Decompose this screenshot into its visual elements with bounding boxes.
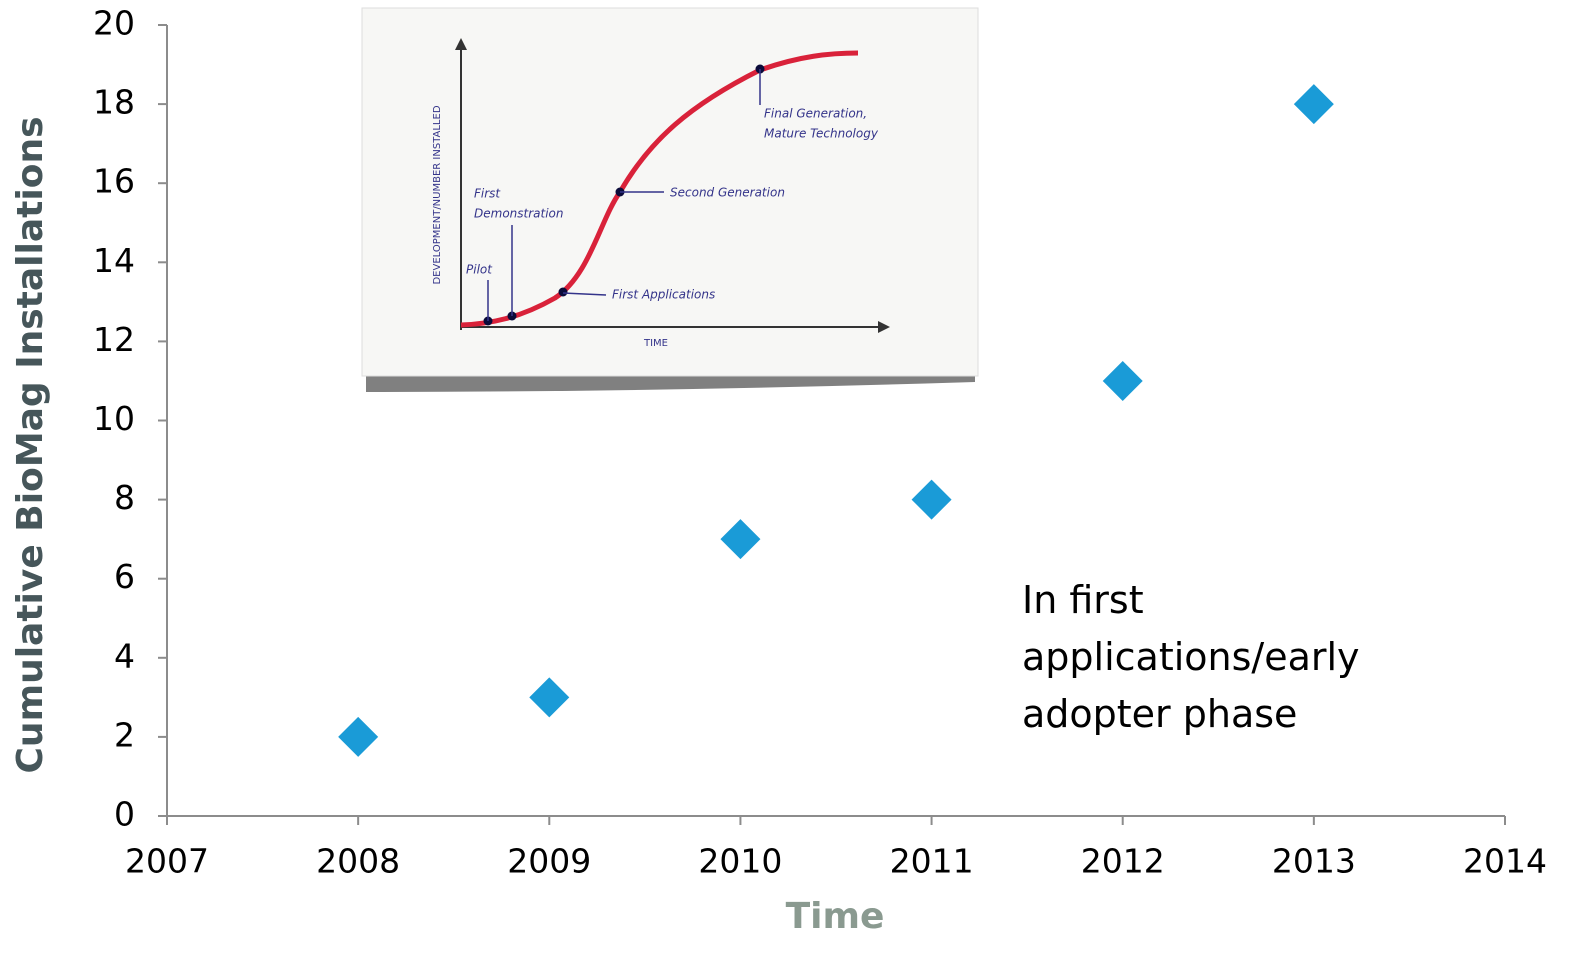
y-axis-title: Cumulative BioMag Installations bbox=[10, 117, 51, 774]
inset-y-label: DEVELOPMENT/NUMBER INSTALLED bbox=[432, 105, 443, 284]
x-tick-label: 2012 bbox=[1081, 842, 1165, 881]
y-tick-label: 8 bbox=[114, 478, 135, 517]
inset-card: DEVELOPMENT/NUMBER INSTALLED TIME Pilot … bbox=[361, 7, 979, 392]
annotation: In first applications/early adopter phas… bbox=[1022, 578, 1360, 736]
x-tick-label: 2007 bbox=[125, 842, 209, 881]
data-point bbox=[338, 716, 379, 757]
y-tick-label: 2 bbox=[114, 715, 135, 754]
y-tick-label: 20 bbox=[93, 4, 135, 43]
x-tick-label: 2014 bbox=[1463, 842, 1547, 881]
x-axis-title: Time bbox=[786, 896, 885, 937]
data-point bbox=[1293, 84, 1334, 125]
data-point bbox=[911, 479, 952, 520]
y-tick-label: 10 bbox=[93, 399, 135, 438]
x-tick-label: 2009 bbox=[507, 842, 591, 881]
x-tick-label: 2011 bbox=[890, 842, 974, 881]
inset-label: First bbox=[474, 187, 501, 201]
y-tick-label: 18 bbox=[93, 83, 135, 122]
y-tick-label: 4 bbox=[114, 636, 135, 675]
inset-label: Pilot bbox=[466, 263, 493, 277]
inset-label: First Applications bbox=[612, 288, 715, 302]
y-tick-label: 16 bbox=[93, 162, 135, 201]
data-point bbox=[1102, 360, 1143, 401]
inset-label: Demonstration bbox=[474, 207, 564, 221]
inset-label: Final Generation, bbox=[764, 107, 867, 121]
y-tick-label: 6 bbox=[114, 557, 135, 596]
x-tick-label: 2010 bbox=[698, 842, 782, 881]
y-tick-label: 0 bbox=[114, 795, 135, 834]
inset-label: Mature Technology bbox=[764, 127, 879, 141]
data-point bbox=[529, 677, 570, 718]
inset-x-label: TIME bbox=[643, 338, 668, 349]
y-tick-label: 12 bbox=[93, 320, 135, 359]
data-point bbox=[720, 519, 761, 560]
x-tick-label: 2008 bbox=[316, 842, 400, 881]
y-tick-label: 14 bbox=[93, 241, 135, 280]
inset-label: Second Generation bbox=[670, 186, 785, 200]
x-tick-label: 2013 bbox=[1272, 842, 1356, 881]
